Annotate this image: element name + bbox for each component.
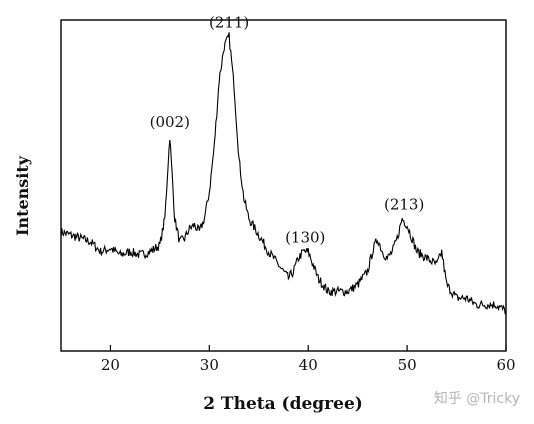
xrd-series-line: [60, 32, 507, 315]
peak-label: (130): [285, 229, 325, 247]
x-tick-label: 40: [299, 356, 318, 374]
x-tick-label: 50: [398, 356, 417, 374]
peak-label: (002): [150, 113, 190, 131]
watermark-text: 知乎 @Tricky: [434, 390, 520, 407]
x-tick-label: 20: [101, 356, 120, 374]
y-axis-label: Intensity: [13, 155, 32, 236]
x-axis-ticks: 20 30 40 50 60: [101, 345, 516, 374]
x-tick-label: 60: [496, 356, 515, 374]
peak-annotations: (002) (211) (130) (213): [150, 14, 425, 247]
x-tick-label: 30: [200, 356, 219, 374]
plot-frame: [60, 19, 507, 352]
peak-label: (211): [209, 14, 249, 32]
x-axis-label: 2 Theta (degree): [203, 394, 363, 414]
peak-label: (213): [384, 196, 424, 214]
